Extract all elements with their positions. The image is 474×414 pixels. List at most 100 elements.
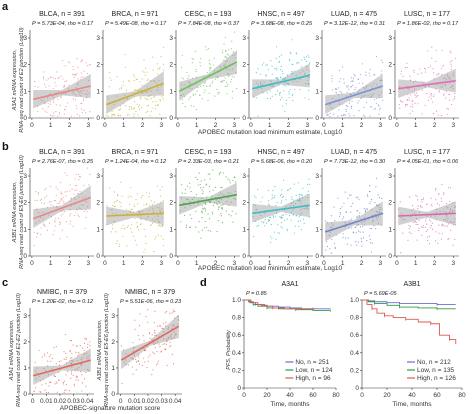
data-point	[271, 81, 273, 83]
y-tick-label: 1	[169, 226, 173, 233]
data-point	[137, 114, 139, 116]
data-point	[350, 107, 352, 109]
data-point	[67, 88, 70, 90]
data-point	[50, 216, 52, 218]
data-point	[256, 208, 258, 211]
data-point	[230, 78, 233, 81]
data-point	[338, 215, 341, 217]
plot-stat: P = 5.73E-04, rho = 0.17	[32, 21, 94, 27]
data-point	[130, 223, 133, 226]
data-point	[410, 232, 412, 235]
data-point	[294, 202, 297, 205]
data-point	[264, 219, 266, 221]
data-point	[345, 110, 347, 113]
data-point	[62, 78, 64, 80]
data-point	[56, 71, 58, 73]
data-point	[177, 316, 180, 318]
data-point	[357, 91, 359, 93]
data-point	[76, 376, 79, 378]
x-tick-label: 0	[242, 392, 246, 399]
data-point	[124, 94, 126, 96]
data-point	[44, 197, 46, 199]
data-point	[359, 231, 361, 233]
data-point	[259, 73, 262, 75]
data-point	[228, 179, 231, 181]
y-tick-label: 3	[315, 35, 319, 42]
data-point	[267, 200, 270, 202]
data-point	[206, 49, 208, 51]
data-point	[363, 95, 365, 97]
data-point	[192, 94, 195, 97]
data-point	[427, 239, 429, 242]
data-point	[161, 217, 164, 219]
data-point	[277, 78, 279, 81]
data-point	[204, 179, 206, 181]
data-point	[155, 334, 158, 336]
data-point	[151, 107, 153, 109]
data-point	[352, 84, 354, 86]
data-point	[46, 79, 48, 81]
data-point	[136, 78, 138, 81]
data-point	[272, 216, 275, 218]
data-point	[140, 107, 143, 109]
data-point	[223, 59, 225, 61]
data-point	[76, 107, 78, 110]
data-point	[345, 223, 347, 225]
data-point	[440, 197, 442, 200]
data-point	[80, 76, 82, 79]
data-point	[281, 227, 283, 229]
data-point	[34, 199, 36, 202]
data-point	[280, 216, 282, 218]
data-point	[81, 192, 83, 195]
data-point	[213, 57, 215, 59]
data-point	[425, 212, 427, 214]
data-point	[428, 85, 430, 87]
data-point	[186, 71, 188, 74]
data-point	[76, 208, 78, 210]
data-point	[279, 91, 282, 94]
data-point	[132, 235, 135, 237]
data-point	[87, 370, 90, 372]
data-point	[88, 184, 90, 186]
data-point	[366, 208, 369, 211]
plot-stat: P = 5.69E-05	[364, 291, 397, 297]
data-point	[45, 369, 47, 372]
data-point	[235, 64, 238, 66]
data-point	[85, 97, 87, 99]
data-point	[81, 359, 83, 361]
data-point	[221, 52, 224, 54]
data-point	[214, 202, 216, 204]
data-point	[159, 189, 161, 191]
data-point	[151, 203, 154, 206]
data-point	[308, 77, 310, 79]
data-point	[433, 94, 435, 96]
data-point	[206, 71, 208, 74]
data-point	[88, 92, 90, 94]
data-point	[275, 77, 277, 79]
y-tick-label: 3	[169, 173, 173, 180]
data-point	[46, 97, 49, 99]
data-point	[159, 66, 161, 69]
data-point	[157, 104, 159, 106]
data-point	[448, 93, 450, 96]
data-point	[200, 85, 202, 87]
data-point	[152, 207, 154, 210]
data-point	[446, 214, 448, 216]
data-point	[74, 93, 76, 96]
data-point	[142, 335, 144, 337]
data-point	[165, 321, 167, 323]
y-tick-label: 3	[111, 313, 115, 320]
data-point	[48, 355, 50, 358]
data-point	[362, 82, 364, 84]
data-point	[450, 68, 452, 70]
data-point	[435, 49, 437, 52]
data-point	[357, 78, 359, 80]
data-point	[262, 222, 265, 224]
data-point	[227, 49, 230, 51]
y-tick-label: 0	[242, 253, 246, 260]
data-point	[414, 102, 416, 104]
data-point	[235, 52, 238, 55]
